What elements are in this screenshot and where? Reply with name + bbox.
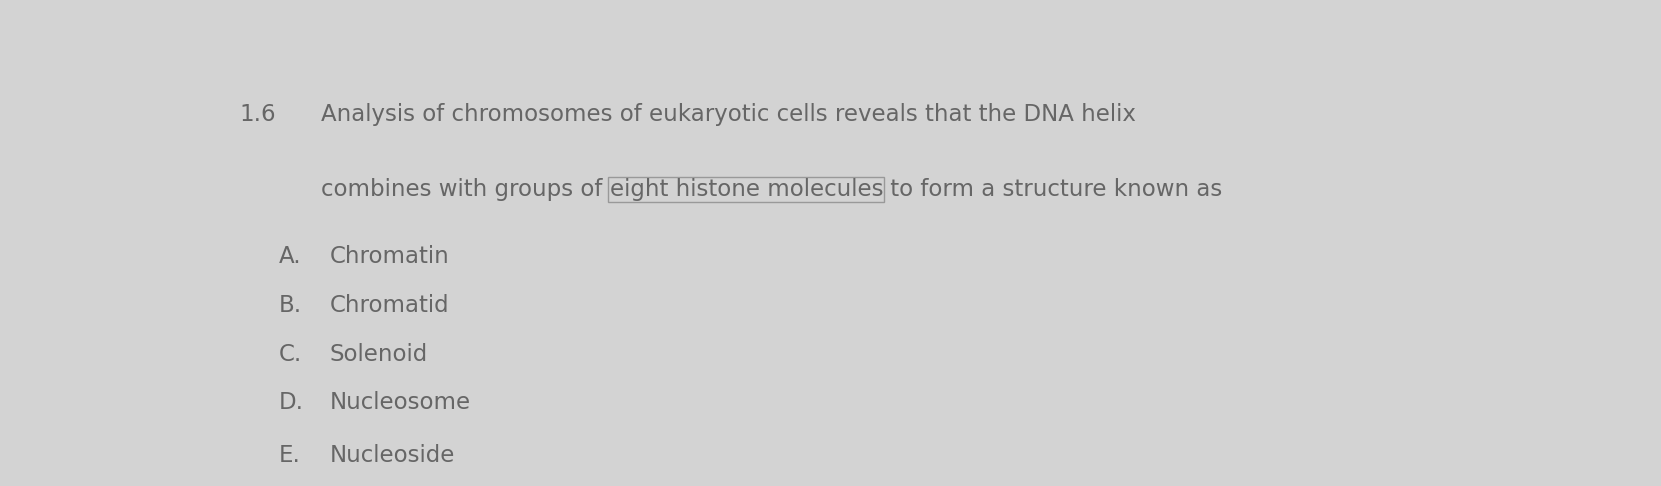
Text: to form a structure known as: to form a structure known as xyxy=(884,178,1222,201)
Text: Nucleoside: Nucleoside xyxy=(331,444,455,467)
Text: combines with groups of: combines with groups of xyxy=(321,178,610,201)
Text: A.: A. xyxy=(279,245,301,268)
Text: C.: C. xyxy=(279,343,302,366)
Text: B.: B. xyxy=(279,294,302,317)
Text: D.: D. xyxy=(279,391,304,415)
Text: Chromatin: Chromatin xyxy=(331,245,450,268)
Text: eight histone molecules: eight histone molecules xyxy=(610,178,884,201)
Text: Chromatid: Chromatid xyxy=(331,294,450,317)
Text: 1.6: 1.6 xyxy=(239,103,276,126)
Text: Analysis of chromosomes of eukaryotic cells reveals that the DNA helix: Analysis of chromosomes of eukaryotic ce… xyxy=(321,103,1136,126)
Text: Solenoid: Solenoid xyxy=(331,343,429,366)
Text: Nucleosome: Nucleosome xyxy=(331,391,472,415)
Text: E.: E. xyxy=(279,444,301,467)
